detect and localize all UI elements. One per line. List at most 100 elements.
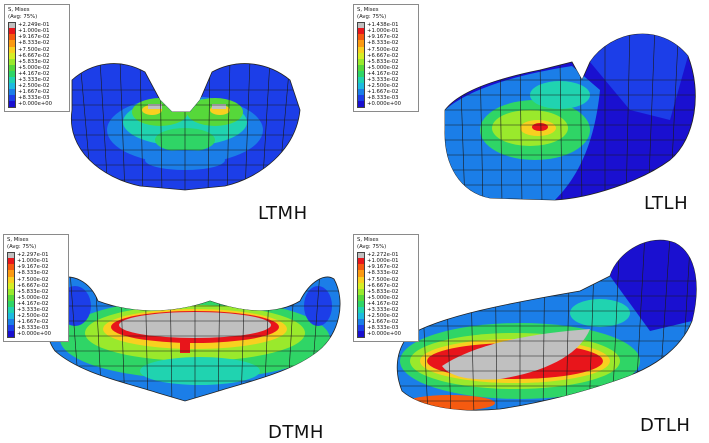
legend-swatch (7, 288, 15, 295)
legend-swatch (357, 89, 365, 96)
legend-row: +2.500e-02 (7, 313, 65, 320)
legend-swatch (8, 22, 16, 29)
legend-value: +8.333e-03 (18, 95, 50, 102)
legend-value: +2.500e-02 (367, 313, 399, 320)
legend-swatch (357, 70, 365, 78)
legend-row: +1.000e-01 (7, 258, 65, 265)
legend-value: +5.000e-02 (367, 294, 399, 301)
legend-swatch (7, 252, 15, 259)
legend-row: +5.000e-02 (8, 64, 66, 71)
legend-swatch (7, 282, 15, 289)
legend-value: +9.167e-02 (367, 264, 399, 271)
legend-swatch (357, 288, 365, 295)
legend-row: +2.297e-01 (7, 252, 65, 259)
legend-swatch (8, 28, 16, 35)
legend-row: +3.333e-02 (8, 77, 66, 84)
legend-swatch (357, 300, 365, 308)
legend-row: +7.500e-02 (357, 276, 415, 283)
legend-row: +3.333e-02 (7, 307, 65, 314)
legend-row: +8.333e-02 (7, 270, 65, 277)
legend-swatch (8, 77, 16, 84)
legend-value: +5.833e-02 (367, 288, 399, 295)
dtlh-legend: S, Mises (Avg: 75%) +2.272e-01 +1.000e-01… (353, 234, 419, 342)
legend-value: +1.000e-01 (367, 28, 399, 35)
legend-value: +7.500e-02 (367, 46, 399, 53)
legend-value: +5.833e-02 (18, 58, 50, 65)
legend-swatch (357, 270, 365, 277)
legend-value: +4.167e-02 (18, 70, 50, 77)
legend-value: +2.500e-02 (17, 313, 49, 320)
legend-swatch (8, 52, 16, 59)
legend-title: S, Mises (8, 7, 30, 13)
legend-swatch (8, 40, 16, 47)
label-dtmh: DTMH (268, 422, 324, 443)
legend-row: +2.500e-02 (357, 313, 415, 320)
legend-value: +7.500e-02 (367, 276, 399, 283)
legend-title: S, Mises (7, 237, 29, 243)
legend-value: +8.333e-03 (367, 325, 399, 332)
legend-row: +2.500e-02 (8, 83, 66, 90)
legend-row: +1.000e-01 (8, 28, 66, 35)
legend-row: +0.000e+00 (357, 331, 415, 338)
legend-row: +1.000e-01 (357, 258, 415, 265)
legend-avg: (Avg: 75%) (7, 244, 37, 251)
legend-row: +1.667e-02 (357, 89, 415, 96)
legend-value: +0.000e+00 (367, 331, 402, 338)
legend-row: +9.167e-02 (7, 264, 65, 271)
legend-row: +1.667e-02 (7, 319, 65, 326)
legend-row: +8.333e-02 (8, 40, 66, 47)
legend-row: +5.833e-02 (7, 288, 65, 295)
legend-value: +2.249e-01 (18, 22, 50, 29)
ltmh-legend: S, Mises (Avg: 75%) +2.249e-01 +1.000e-01… (4, 4, 70, 112)
legend-swatch (8, 89, 16, 96)
legend-swatch (8, 46, 16, 53)
legend-row: +7.500e-02 (357, 46, 415, 53)
legend-value: +4.167e-02 (367, 70, 399, 77)
legend-row: +5.000e-02 (357, 64, 415, 71)
legend-avg: (Avg: 75%) (8, 14, 38, 21)
legend-value: +1.667e-02 (367, 319, 399, 326)
legend-row: +6.667e-02 (357, 52, 415, 59)
legend-value: +2.297e-01 (17, 252, 49, 259)
ltlh-mesh-figure (444, 33, 696, 201)
legend-swatch (357, 95, 365, 102)
label-ltlh: LTLH (644, 193, 689, 214)
legend-swatch (7, 307, 15, 314)
legend-value: +2.500e-02 (18, 83, 50, 90)
legend-value: +1.667e-02 (18, 89, 50, 96)
legend-value: +7.500e-02 (18, 46, 50, 53)
legend-row: +8.333e-03 (8, 95, 66, 102)
legend-row: +5.833e-02 (357, 288, 415, 295)
legend-value: +8.333e-02 (17, 270, 49, 277)
legend-value: +9.167e-02 (17, 264, 49, 271)
legend-swatch (357, 264, 365, 271)
legend-value: +8.333e-03 (17, 325, 49, 332)
legend-row: +2.272e-01 (357, 252, 415, 259)
legend-swatch (8, 58, 16, 65)
legend-swatch (357, 101, 365, 108)
legend-row: +9.167e-02 (357, 264, 415, 271)
legend-value: +3.333e-02 (18, 77, 50, 84)
legend-swatch (357, 307, 365, 314)
legend-row: +3.333e-02 (357, 77, 415, 84)
legend-value: +8.333e-03 (367, 95, 399, 102)
legend-row: +9.167e-02 (8, 34, 66, 41)
dtmh-mesh-figure (45, 276, 341, 402)
legend-value: +3.333e-02 (17, 307, 49, 314)
label-dtlh: DTLH (640, 415, 691, 436)
legend-value: +0.000e+00 (18, 101, 53, 108)
legend-swatch (357, 294, 365, 301)
legend-row: +4.167e-02 (8, 70, 66, 78)
legend-row: +2.249e-01 (8, 22, 66, 29)
legend-row: +1.667e-02 (357, 319, 415, 326)
legend-row: +0.000e+00 (357, 101, 415, 108)
legend-swatch (8, 70, 16, 78)
legend-swatch (7, 313, 15, 320)
legend-scale: +2.272e-01 +1.000e-01 +9.167e-02 +8.333e-02… (357, 252, 415, 338)
legend-value: +9.167e-02 (367, 34, 399, 41)
legend-row: +8.333e-02 (357, 270, 415, 277)
legend-value: +1.667e-02 (17, 319, 49, 326)
panel-dtmh: S, Mises (Avg: 75%) +2.297e-01 +1.000e-01… (0, 221, 350, 443)
legend-value: +5.833e-02 (367, 58, 399, 65)
legend-swatch (8, 83, 16, 90)
